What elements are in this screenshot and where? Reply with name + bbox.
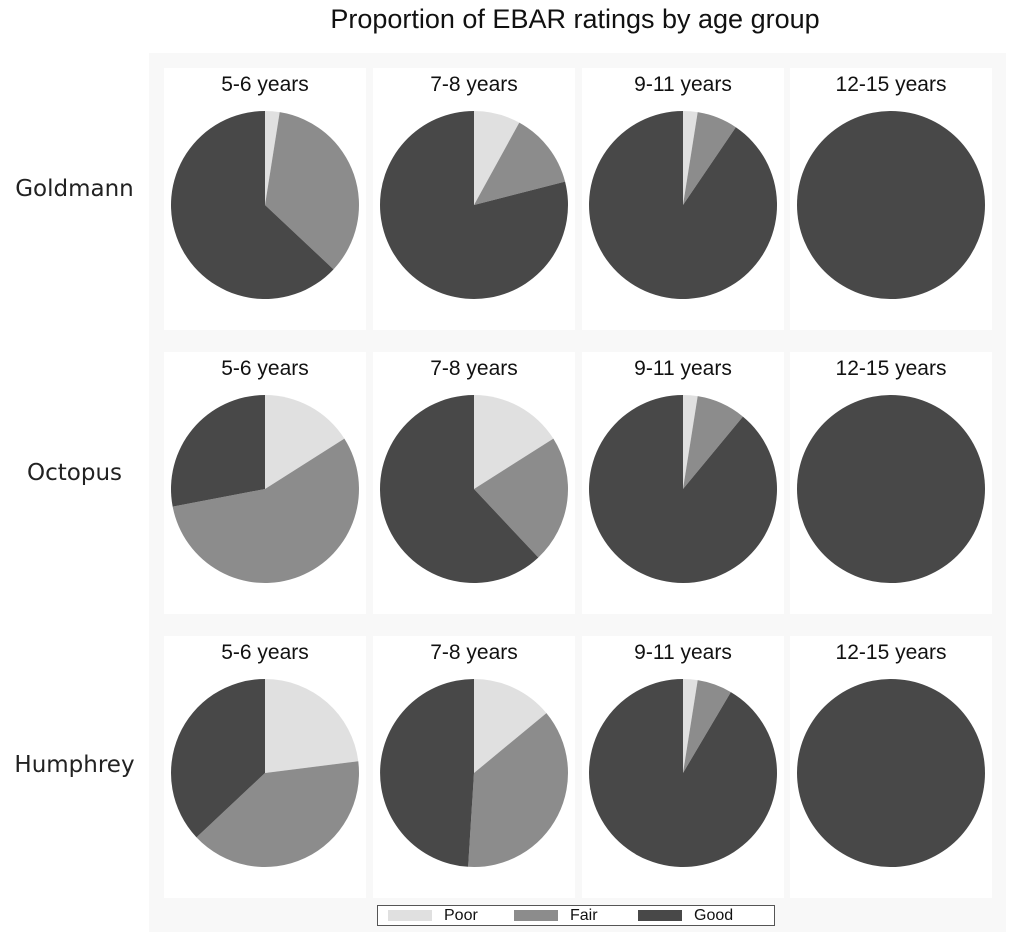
- pie-chart: [380, 111, 569, 299]
- pie-chart: [170, 111, 359, 299]
- row-label-goldmann: Goldmann: [15, 176, 134, 202]
- pie-chart: [170, 395, 359, 583]
- pie-slice-poor: [265, 395, 345, 489]
- pie-panel: 7-8 years: [373, 68, 575, 330]
- pie-slice-good: [170, 111, 334, 299]
- pie-panel: 7-8 years: [373, 352, 575, 614]
- panel-title: 7-8 years: [430, 73, 518, 96]
- panel-title: 12-15 years: [835, 641, 947, 664]
- row-label-humphrey: Humphrey: [14, 752, 135, 778]
- panel-title: 7-8 years: [430, 641, 518, 664]
- pie-panel: 12-15 years: [790, 636, 992, 898]
- pie-slice-poor: [683, 111, 698, 205]
- pie-slice-poor: [474, 395, 554, 489]
- legend-label-good: Good: [694, 907, 734, 924]
- pie-chart: [797, 395, 985, 583]
- pie-slice-fair: [683, 680, 731, 773]
- pie-slice-poor: [474, 679, 547, 773]
- pie-slice-good: [379, 395, 539, 583]
- pie-chart: [589, 679, 778, 867]
- pie-chart: [380, 679, 568, 867]
- pie-chart: [171, 679, 360, 868]
- panel-title: 9-11 years: [634, 357, 732, 380]
- pie-slice-poor: [265, 679, 359, 773]
- pie-panel: 9-11 years: [582, 352, 784, 614]
- pie-panel: 5-6 years: [164, 636, 366, 898]
- pie-slice-fair: [474, 438, 569, 558]
- pie-chart: [379, 395, 569, 583]
- legend-label-fair: Fair: [570, 907, 598, 924]
- pie-slice-fair: [265, 112, 359, 270]
- pie-slice-good: [589, 395, 778, 583]
- pie-slice-fair: [172, 438, 359, 583]
- legend-swatch-fair: [514, 910, 558, 921]
- pie-chart: [589, 395, 778, 583]
- pie-slice-fair: [474, 122, 566, 205]
- panel-title: 5-6 years: [221, 641, 309, 664]
- pie-slice-poor: [474, 111, 520, 205]
- pie-slice-fair: [468, 713, 568, 867]
- pie-slice-good: [380, 111, 569, 299]
- pie-panel: 7-8 years: [373, 636, 575, 898]
- pie-chart: [589, 111, 778, 299]
- pie-slice-good: [797, 679, 985, 867]
- pie-slice-good: [171, 679, 265, 838]
- pie-slice-good: [589, 111, 778, 299]
- legend: Poor Fair Good: [377, 905, 775, 926]
- panel-title: 7-8 years: [430, 357, 518, 380]
- pie-slice-poor: [683, 395, 698, 489]
- pie-chart: [797, 111, 985, 299]
- pie-slice-fair: [683, 112, 736, 205]
- pie-panel: 5-6 years: [164, 68, 366, 330]
- legend-swatch-poor: [388, 910, 432, 921]
- pie-panel: 12-15 years: [790, 352, 992, 614]
- row-label-octopus: Octopus: [27, 460, 122, 486]
- pie-chart: [797, 679, 985, 867]
- legend-label-poor: Poor: [444, 907, 478, 924]
- pie-slice-poor: [683, 679, 698, 773]
- pie-panel: 5-6 years: [164, 352, 366, 614]
- pie-slice-fair: [196, 761, 360, 868]
- panel-title: 12-15 years: [835, 73, 947, 96]
- pie-slice-good: [797, 395, 985, 583]
- pie-slice-poor: [265, 111, 280, 205]
- panel-title: 9-11 years: [634, 73, 732, 96]
- pie-slice-good: [380, 679, 474, 867]
- chart-title: Proportion of EBAR ratings by age group: [330, 4, 820, 34]
- pie-panel: 9-11 years: [582, 68, 784, 330]
- pie-slice-good: [170, 395, 265, 507]
- pie-panel: 12-15 years: [790, 68, 992, 330]
- panel-title: 12-15 years: [835, 357, 947, 380]
- panel-title: 5-6 years: [221, 73, 309, 96]
- pie-slice-good: [797, 111, 985, 299]
- pie-slice-good: [589, 679, 778, 867]
- panel-title: 5-6 years: [221, 357, 309, 380]
- panel-title: 9-11 years: [634, 641, 732, 664]
- pie-panel: 9-11 years: [582, 636, 784, 898]
- pie-slice-fair: [683, 396, 743, 489]
- legend-swatch-good: [638, 910, 682, 921]
